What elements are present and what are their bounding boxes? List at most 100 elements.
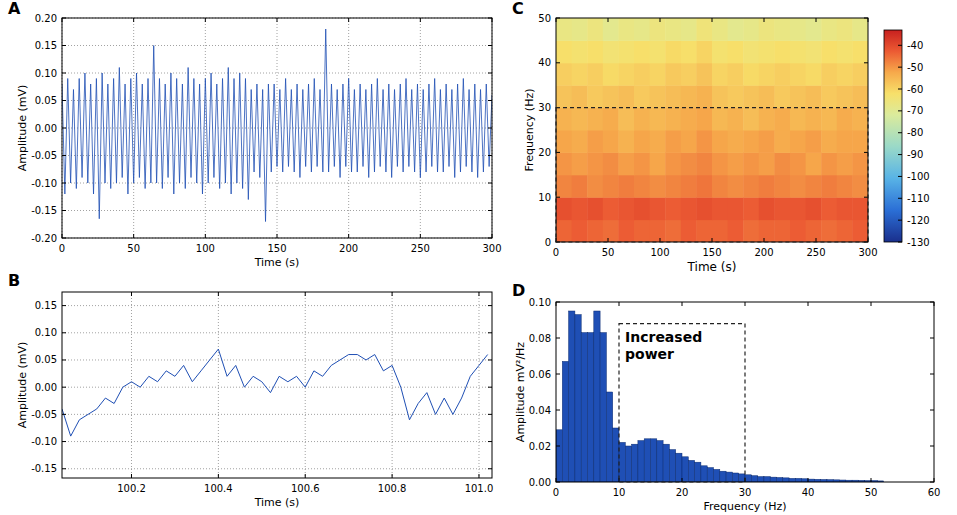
x-tick-top	[420, 18, 421, 22]
plot-area	[556, 311, 884, 482]
x-tick-label: 101.0	[465, 483, 494, 494]
y-tick-label: 0.04	[529, 405, 551, 416]
x-tick-top	[492, 18, 493, 22]
colorbar-tick-label: -70	[907, 105, 923, 116]
x-grid-line	[478, 292, 479, 478]
histogram-bar	[625, 446, 631, 482]
x-tick-top	[218, 292, 219, 296]
y-tick-right	[488, 238, 492, 239]
y-tick-right	[864, 62, 868, 63]
y-grid-line	[62, 305, 492, 306]
heat-cell	[743, 175, 759, 198]
heat-cell	[665, 40, 681, 63]
y-grid-line	[62, 332, 492, 333]
heat-cell	[618, 197, 634, 220]
heat-cell	[587, 40, 603, 63]
x-tick-label: 150	[267, 243, 286, 254]
histogram-bar	[663, 444, 669, 482]
histogram-bar	[606, 392, 612, 482]
heat-cell	[572, 63, 588, 86]
heat-cell	[759, 152, 775, 175]
heat-cell	[821, 63, 837, 86]
x-tick-top	[608, 18, 609, 22]
heat-cell	[587, 130, 603, 153]
colorbar-tick	[898, 132, 902, 133]
colorbar-tick-label: -80	[907, 127, 923, 138]
heat-cell	[821, 220, 837, 242]
y-tick-label: 40	[538, 57, 551, 68]
heat-cell	[821, 85, 837, 108]
heat-cell	[618, 130, 634, 153]
heat-cell	[572, 108, 588, 131]
heat-cell	[759, 108, 775, 131]
y-grid-line	[62, 210, 492, 211]
x-tick	[305, 474, 306, 478]
heat-cell	[681, 175, 697, 198]
y-grid-line	[62, 414, 492, 415]
heat-cell	[587, 108, 603, 131]
x-axis-title: Frequency (Hz)	[704, 500, 787, 513]
heat-cell	[743, 108, 759, 131]
x-tick-label: 0	[553, 487, 559, 498]
heat-cell	[618, 175, 634, 198]
heat-cell	[728, 18, 744, 41]
y-axis-title: Amplitude (mV)	[16, 85, 29, 172]
heat-cell	[790, 197, 806, 220]
heat-cell	[821, 108, 837, 131]
y-tick	[62, 100, 66, 101]
y-tick	[556, 410, 560, 411]
heat-cell	[556, 175, 572, 198]
y-grid-line	[62, 387, 492, 388]
heat-cell	[806, 18, 822, 41]
colorbar-tick-label: -60	[907, 84, 923, 95]
plot-frame	[62, 18, 492, 238]
y-tick-right	[930, 410, 934, 411]
x-tick	[218, 474, 219, 478]
heat-cell	[681, 197, 697, 220]
x-tick	[131, 474, 132, 478]
y-tick-right	[488, 128, 492, 129]
y-tick-label: 10	[538, 192, 551, 203]
histogram-bar	[789, 478, 795, 482]
heat-cell	[603, 220, 619, 242]
heat-cell	[572, 152, 588, 175]
colorbar	[884, 30, 902, 242]
x-tick	[764, 238, 765, 242]
x-tick-label: 300	[482, 243, 501, 254]
x-tick-top	[392, 292, 393, 296]
x-tick-label: 100	[650, 247, 669, 258]
heat-cell	[790, 220, 806, 242]
heat-cell	[774, 197, 790, 220]
x-tick-label: 150	[702, 247, 721, 258]
y-tick	[556, 62, 560, 63]
x-axis-title: Time (s)	[687, 260, 737, 274]
heat-cell	[696, 63, 712, 86]
heat-cell	[743, 220, 759, 242]
heat-cell	[603, 130, 619, 153]
heat-cell	[712, 220, 728, 242]
heat-cell	[587, 63, 603, 86]
heat-cell	[665, 220, 681, 242]
heat-cell	[774, 85, 790, 108]
y-tick-label: 0.02	[529, 441, 551, 452]
x-tick-label: 0	[553, 247, 559, 258]
x-tick	[808, 478, 809, 482]
heat-cell	[852, 197, 868, 220]
heat-cell	[650, 18, 666, 41]
histogram-bar	[676, 453, 682, 482]
heat-cell	[618, 18, 634, 41]
heat-cell	[806, 130, 822, 153]
heat-cell	[634, 175, 650, 198]
y-grid-line	[62, 100, 492, 101]
x-tick-label: 100	[196, 243, 215, 254]
y-tick	[556, 446, 560, 447]
heat-cell	[650, 108, 666, 131]
histogram-bar	[777, 478, 783, 483]
x-tick-top	[712, 18, 713, 22]
y-tick-right	[488, 73, 492, 74]
histogram-bar	[562, 361, 568, 482]
x-tick	[934, 478, 935, 482]
x-tick-label: 10	[613, 487, 626, 498]
heat-cell	[852, 175, 868, 198]
heat-cell	[774, 63, 790, 86]
